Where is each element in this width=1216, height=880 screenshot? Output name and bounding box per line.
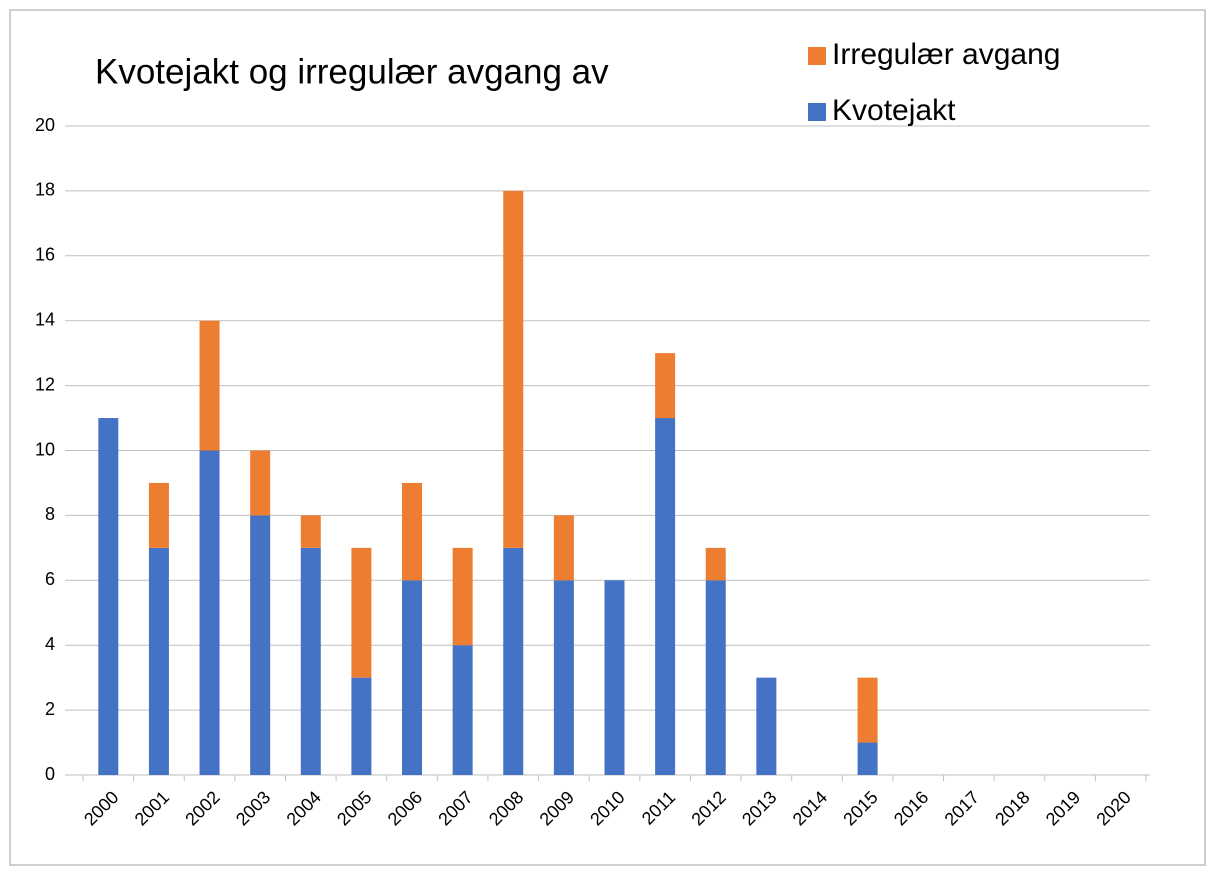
bar — [351, 547, 372, 678]
bar — [199, 450, 220, 775]
bar — [503, 190, 524, 548]
y-tick-label: 16 — [35, 245, 55, 265]
chart-title: Kvotejakt og irregulær avgang av — [95, 52, 609, 91]
bar — [857, 742, 878, 775]
legend-swatch — [808, 103, 826, 121]
bar — [402, 482, 423, 581]
y-tick-label: 4 — [45, 634, 55, 654]
bar — [705, 547, 726, 581]
legend-swatch — [808, 47, 826, 65]
bar — [402, 580, 423, 775]
bar — [199, 320, 220, 451]
bar — [503, 547, 524, 775]
bar — [452, 547, 473, 646]
y-tick-label: 0 — [45, 764, 55, 784]
bar — [553, 580, 574, 775]
bar — [553, 515, 574, 581]
bar — [756, 677, 777, 775]
bar — [351, 677, 372, 775]
y-tick-label: 10 — [35, 439, 55, 459]
bar — [655, 418, 676, 775]
y-tick-label: 20 — [35, 115, 55, 135]
bar — [857, 677, 878, 743]
bar — [300, 515, 321, 548]
y-tick-label: 2 — [45, 699, 55, 719]
bar — [452, 645, 473, 775]
bar — [148, 547, 169, 775]
bar — [250, 450, 271, 516]
bar — [98, 418, 119, 775]
bar — [705, 580, 726, 775]
y-tick-label: 6 — [45, 569, 55, 589]
y-tick-label: 12 — [35, 374, 55, 394]
bar — [604, 580, 625, 775]
bar — [250, 515, 271, 775]
y-tick-label: 18 — [35, 180, 55, 200]
y-tick-label: 8 — [45, 504, 55, 524]
legend-label: Irregulær avgang — [832, 38, 1060, 71]
bar — [300, 547, 321, 775]
bar — [148, 482, 169, 548]
bar — [655, 353, 676, 419]
legend-label: Kvotejakt — [832, 94, 956, 127]
y-tick-label: 14 — [35, 309, 55, 329]
